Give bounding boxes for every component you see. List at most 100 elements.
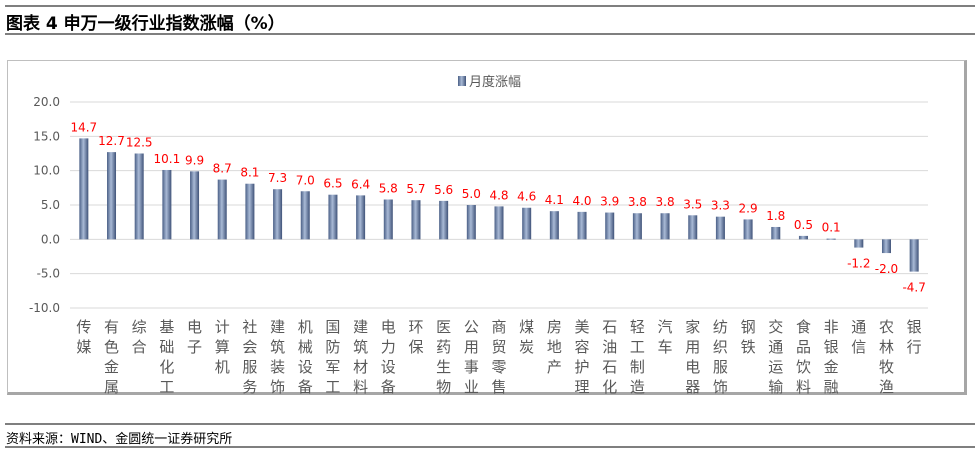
- x-tick-char: 工: [325, 378, 340, 396]
- x-tick-char: 属: [104, 378, 119, 396]
- y-tick-label: -10.0: [29, 301, 60, 315]
- x-tick-label: 钢铁: [741, 318, 756, 356]
- x-tick-char: 国: [325, 318, 340, 336]
- x-tick-char: 铁: [741, 338, 756, 356]
- x-tick-char: 用: [685, 338, 700, 356]
- x-tick-char: 食: [796, 318, 811, 336]
- x-tick-char: 饰: [713, 378, 728, 396]
- x-tick-char: 有: [104, 318, 119, 336]
- bar: [328, 194, 338, 240]
- x-tick-char: 石: [602, 358, 617, 376]
- bar: [411, 200, 421, 240]
- x-tick-char: 算: [215, 338, 230, 356]
- bar: [549, 211, 559, 240]
- top-rule: [5, 5, 975, 7]
- x-tick-char: 服: [713, 358, 728, 376]
- data-label: 12.7: [98, 134, 125, 148]
- x-tick-char: 工: [630, 338, 645, 356]
- source-note: 资料来源：WIND、金圆统一证券研究所: [6, 432, 233, 447]
- x-tick-char: 础: [159, 338, 174, 356]
- x-tick-char: 通: [851, 318, 866, 336]
- x-tick-label: 传媒: [76, 318, 91, 356]
- data-label: 3.9: [600, 195, 619, 209]
- figure-title: 图表 4 申万一级行业指数涨幅（%）: [6, 14, 285, 34]
- bar: [273, 189, 283, 240]
- bar: [909, 239, 919, 272]
- data-label: 12.5: [126, 136, 153, 150]
- x-tick-char: 运: [768, 358, 783, 376]
- data-label: 10.1: [154, 152, 181, 166]
- data-label: 3.3: [711, 199, 730, 213]
- data-label: 4.6: [517, 190, 536, 204]
- x-tick-char: 装: [270, 358, 285, 376]
- data-label: -4.7: [902, 281, 925, 295]
- x-tick-label: 综合: [132, 318, 147, 356]
- x-tick-char: 房: [547, 318, 562, 336]
- x-tick-char: 色: [104, 338, 119, 356]
- bar: [300, 191, 310, 240]
- x-tick-char: 业: [464, 378, 479, 396]
- legend: 月度涨幅: [458, 74, 521, 90]
- x-tick-char: 务: [242, 378, 257, 396]
- x-tick-char: 理: [575, 378, 590, 396]
- data-label: 8.7: [213, 162, 232, 176]
- bar: [660, 213, 670, 240]
- x-tick-label: 汽车: [658, 318, 673, 356]
- data-label: 5.6: [434, 183, 453, 197]
- y-tick-label: 5.0: [41, 198, 60, 212]
- x-tick-char: 造: [630, 378, 645, 396]
- bar: [605, 212, 615, 240]
- data-label: 4.1: [545, 193, 564, 207]
- y-tick-label: 0.0: [41, 232, 60, 246]
- x-tick-label: 电子: [187, 318, 202, 356]
- x-tick-char: 地: [547, 338, 562, 356]
- data-label: 0.5: [794, 218, 813, 232]
- x-tick-char: 纺: [713, 318, 728, 336]
- legend-label: 月度涨幅: [469, 74, 521, 90]
- x-tick-char: 计: [215, 318, 230, 336]
- bar: [771, 226, 781, 240]
- x-tick-char: 汽: [658, 318, 673, 336]
- data-label: 0.1: [822, 221, 841, 235]
- x-tick-char: 环: [408, 318, 423, 336]
- x-tick-char: 护: [575, 358, 590, 376]
- bar: [162, 169, 172, 240]
- x-tick-char: 筑: [353, 338, 368, 356]
- x-tick-char: 合: [132, 338, 147, 356]
- x-tick-char: 饮: [796, 358, 811, 376]
- footer-rule-top: [5, 423, 975, 425]
- data-label: 14.7: [70, 120, 97, 134]
- x-tick-char: 器: [685, 378, 700, 396]
- bar: [688, 215, 698, 240]
- x-tick-char: 非: [824, 318, 839, 336]
- x-tick-char: 车: [658, 338, 673, 356]
- bar: [826, 238, 836, 240]
- bar: [854, 239, 864, 248]
- bar: [134, 153, 144, 240]
- data-label: 3.5: [683, 197, 702, 211]
- x-tick-char: 行: [907, 338, 922, 356]
- x-tick-char: 设: [381, 358, 396, 376]
- x-tick-char: 社: [242, 318, 257, 336]
- x-tick-char: 综: [132, 318, 147, 336]
- y-tick-label: -5.0: [37, 267, 60, 281]
- x-tick-char: 商: [491, 318, 506, 336]
- data-label: 9.9: [185, 153, 204, 167]
- data-label: 3.8: [628, 195, 647, 209]
- x-tick-char: 备: [298, 378, 313, 396]
- x-tick-char: 料: [796, 378, 811, 396]
- legend-swatch: [458, 76, 466, 86]
- x-tick-char: 子: [187, 338, 202, 356]
- x-tick-char: 物: [436, 378, 451, 396]
- x-tick-label: 环保: [408, 318, 423, 356]
- data-label: -1.2: [847, 257, 870, 271]
- x-tick-label: 银行: [907, 318, 922, 356]
